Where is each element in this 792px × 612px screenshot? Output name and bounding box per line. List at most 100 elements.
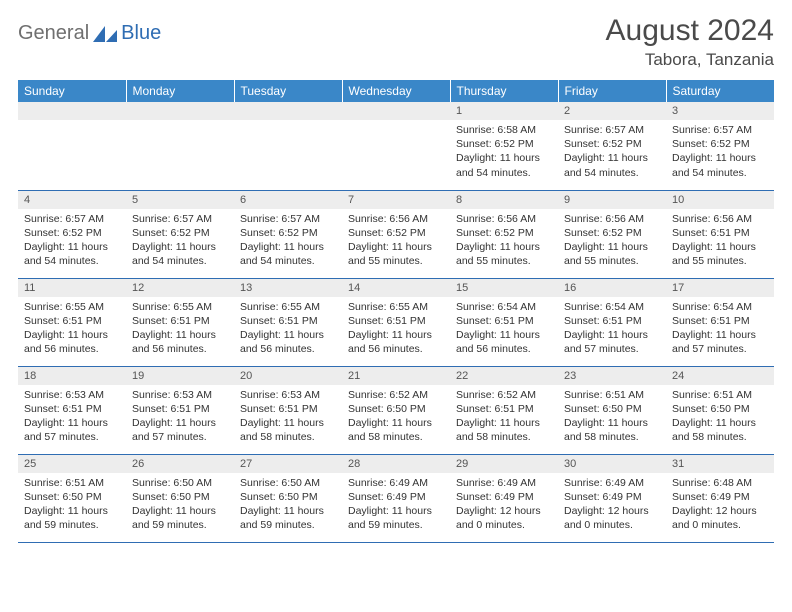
day-number: 17 — [666, 279, 774, 297]
calendar-day-cell — [126, 102, 234, 190]
calendar-day-cell: 13Sunrise: 6:55 AM Sunset: 6:51 PM Dayli… — [234, 278, 342, 366]
calendar-week-row: 18Sunrise: 6:53 AM Sunset: 6:51 PM Dayli… — [18, 366, 774, 454]
logo-text-general: General — [18, 22, 89, 45]
day-number: 13 — [234, 279, 342, 297]
day-details: Sunrise: 6:55 AM Sunset: 6:51 PM Dayligh… — [126, 297, 234, 361]
day-details: Sunrise: 6:55 AM Sunset: 6:51 PM Dayligh… — [234, 297, 342, 361]
day-details: Sunrise: 6:48 AM Sunset: 6:49 PM Dayligh… — [666, 473, 774, 537]
logo-text-blue: Blue — [121, 22, 161, 45]
calendar-day-cell: 16Sunrise: 6:54 AM Sunset: 6:51 PM Dayli… — [558, 278, 666, 366]
calendar-day-cell: 22Sunrise: 6:52 AM Sunset: 6:51 PM Dayli… — [450, 366, 558, 454]
calendar-day-cell: 18Sunrise: 6:53 AM Sunset: 6:51 PM Dayli… — [18, 366, 126, 454]
day-details: Sunrise: 6:50 AM Sunset: 6:50 PM Dayligh… — [234, 473, 342, 537]
weekday-header: Saturday — [666, 80, 774, 102]
day-details: Sunrise: 6:57 AM Sunset: 6:52 PM Dayligh… — [558, 120, 666, 184]
day-details: Sunrise: 6:57 AM Sunset: 6:52 PM Dayligh… — [126, 209, 234, 273]
day-details — [342, 120, 450, 180]
calendar-day-cell: 14Sunrise: 6:55 AM Sunset: 6:51 PM Dayli… — [342, 278, 450, 366]
calendar-day-cell: 3Sunrise: 6:57 AM Sunset: 6:52 PM Daylig… — [666, 102, 774, 190]
day-details: Sunrise: 6:55 AM Sunset: 6:51 PM Dayligh… — [342, 297, 450, 361]
calendar-day-cell: 8Sunrise: 6:56 AM Sunset: 6:52 PM Daylig… — [450, 190, 558, 278]
calendar-day-cell: 2Sunrise: 6:57 AM Sunset: 6:52 PM Daylig… — [558, 102, 666, 190]
day-number: 2 — [558, 102, 666, 120]
day-number: 24 — [666, 367, 774, 385]
calendar-day-cell: 20Sunrise: 6:53 AM Sunset: 6:51 PM Dayli… — [234, 366, 342, 454]
day-details: Sunrise: 6:49 AM Sunset: 6:49 PM Dayligh… — [558, 473, 666, 537]
day-number — [234, 102, 342, 120]
calendar-week-row: 25Sunrise: 6:51 AM Sunset: 6:50 PM Dayli… — [18, 454, 774, 542]
day-number: 15 — [450, 279, 558, 297]
day-number: 19 — [126, 367, 234, 385]
calendar-day-cell: 15Sunrise: 6:54 AM Sunset: 6:51 PM Dayli… — [450, 278, 558, 366]
day-details: Sunrise: 6:52 AM Sunset: 6:51 PM Dayligh… — [450, 385, 558, 449]
calendar-day-cell: 21Sunrise: 6:52 AM Sunset: 6:50 PM Dayli… — [342, 366, 450, 454]
day-number: 5 — [126, 191, 234, 209]
day-number: 23 — [558, 367, 666, 385]
day-number: 18 — [18, 367, 126, 385]
day-number: 20 — [234, 367, 342, 385]
calendar-week-row: 11Sunrise: 6:55 AM Sunset: 6:51 PM Dayli… — [18, 278, 774, 366]
day-details: Sunrise: 6:54 AM Sunset: 6:51 PM Dayligh… — [558, 297, 666, 361]
day-number: 31 — [666, 455, 774, 473]
day-number: 7 — [342, 191, 450, 209]
calendar-page: General Blue August 2024 Tabora, Tanzani… — [0, 0, 792, 551]
day-details: Sunrise: 6:57 AM Sunset: 6:52 PM Dayligh… — [18, 209, 126, 273]
calendar-day-cell: 9Sunrise: 6:56 AM Sunset: 6:52 PM Daylig… — [558, 190, 666, 278]
calendar-day-cell: 4Sunrise: 6:57 AM Sunset: 6:52 PM Daylig… — [18, 190, 126, 278]
day-details: Sunrise: 6:51 AM Sunset: 6:50 PM Dayligh… — [558, 385, 666, 449]
day-details: Sunrise: 6:53 AM Sunset: 6:51 PM Dayligh… — [126, 385, 234, 449]
calendar-day-cell — [234, 102, 342, 190]
day-details: Sunrise: 6:57 AM Sunset: 6:52 PM Dayligh… — [666, 120, 774, 184]
day-details: Sunrise: 6:51 AM Sunset: 6:50 PM Dayligh… — [666, 385, 774, 449]
day-details: Sunrise: 6:56 AM Sunset: 6:52 PM Dayligh… — [450, 209, 558, 273]
calendar-week-row: 4Sunrise: 6:57 AM Sunset: 6:52 PM Daylig… — [18, 190, 774, 278]
day-number: 27 — [234, 455, 342, 473]
day-details: Sunrise: 6:49 AM Sunset: 6:49 PM Dayligh… — [342, 473, 450, 537]
calendar-day-cell: 26Sunrise: 6:50 AM Sunset: 6:50 PM Dayli… — [126, 454, 234, 542]
weekday-header: Thursday — [450, 80, 558, 102]
day-number: 3 — [666, 102, 774, 120]
day-details: Sunrise: 6:56 AM Sunset: 6:52 PM Dayligh… — [558, 209, 666, 273]
calendar-day-cell: 17Sunrise: 6:54 AM Sunset: 6:51 PM Dayli… — [666, 278, 774, 366]
title-block: August 2024 Tabora, Tanzania — [606, 14, 774, 70]
calendar-day-cell: 28Sunrise: 6:49 AM Sunset: 6:49 PM Dayli… — [342, 454, 450, 542]
calendar-day-cell: 27Sunrise: 6:50 AM Sunset: 6:50 PM Dayli… — [234, 454, 342, 542]
day-details: Sunrise: 6:52 AM Sunset: 6:50 PM Dayligh… — [342, 385, 450, 449]
day-details: Sunrise: 6:54 AM Sunset: 6:51 PM Dayligh… — [666, 297, 774, 361]
day-number: 1 — [450, 102, 558, 120]
day-number: 30 — [558, 455, 666, 473]
calendar-day-cell: 12Sunrise: 6:55 AM Sunset: 6:51 PM Dayli… — [126, 278, 234, 366]
calendar-day-cell: 19Sunrise: 6:53 AM Sunset: 6:51 PM Dayli… — [126, 366, 234, 454]
calendar-day-cell: 29Sunrise: 6:49 AM Sunset: 6:49 PM Dayli… — [450, 454, 558, 542]
weekday-header: Sunday — [18, 80, 126, 102]
day-number: 21 — [342, 367, 450, 385]
day-details: Sunrise: 6:53 AM Sunset: 6:51 PM Dayligh… — [234, 385, 342, 449]
day-number — [18, 102, 126, 120]
day-number — [342, 102, 450, 120]
day-number: 16 — [558, 279, 666, 297]
weekday-header: Friday — [558, 80, 666, 102]
day-number: 29 — [450, 455, 558, 473]
weekday-header: Monday — [126, 80, 234, 102]
calendar-day-cell: 1Sunrise: 6:58 AM Sunset: 6:52 PM Daylig… — [450, 102, 558, 190]
day-number — [126, 102, 234, 120]
calendar-day-cell: 24Sunrise: 6:51 AM Sunset: 6:50 PM Dayli… — [666, 366, 774, 454]
day-details — [234, 120, 342, 180]
day-details: Sunrise: 6:51 AM Sunset: 6:50 PM Dayligh… — [18, 473, 126, 537]
logo-sail-icon — [93, 26, 117, 42]
calendar-day-cell: 30Sunrise: 6:49 AM Sunset: 6:49 PM Dayli… — [558, 454, 666, 542]
weekday-header: Wednesday — [342, 80, 450, 102]
day-number: 8 — [450, 191, 558, 209]
weekday-header-row: Sunday Monday Tuesday Wednesday Thursday… — [18, 80, 774, 102]
calendar-day-cell — [18, 102, 126, 190]
calendar-day-cell: 25Sunrise: 6:51 AM Sunset: 6:50 PM Dayli… — [18, 454, 126, 542]
day-number: 22 — [450, 367, 558, 385]
location-subtitle: Tabora, Tanzania — [606, 50, 774, 70]
month-title: August 2024 — [606, 14, 774, 48]
calendar-day-cell — [342, 102, 450, 190]
day-details: Sunrise: 6:55 AM Sunset: 6:51 PM Dayligh… — [18, 297, 126, 361]
day-details: Sunrise: 6:53 AM Sunset: 6:51 PM Dayligh… — [18, 385, 126, 449]
weekday-header: Tuesday — [234, 80, 342, 102]
day-details — [126, 120, 234, 180]
calendar-week-row: 1Sunrise: 6:58 AM Sunset: 6:52 PM Daylig… — [18, 102, 774, 190]
